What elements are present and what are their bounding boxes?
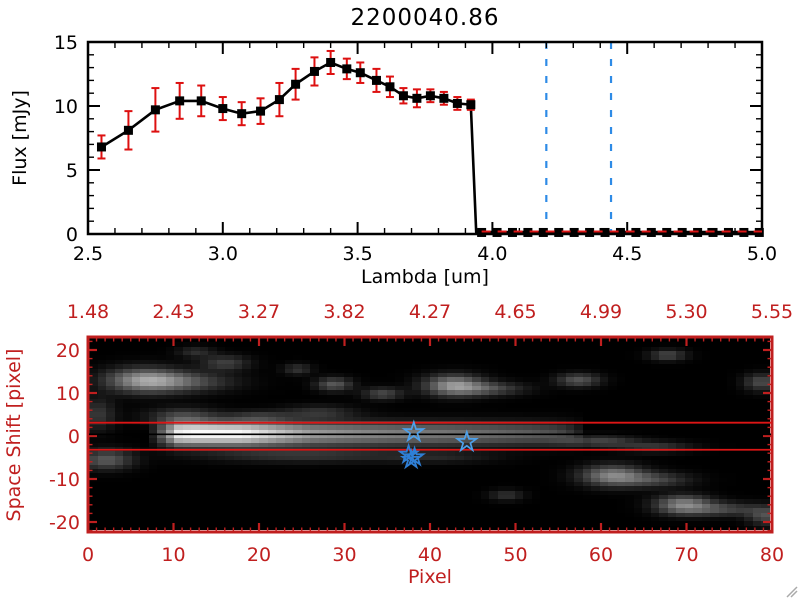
data-point-marker xyxy=(439,93,449,103)
spectrum-y-tick-label: 5 xyxy=(66,160,78,182)
data-point-marker xyxy=(398,91,408,101)
data-point-marker xyxy=(123,125,133,135)
data-point-marker xyxy=(385,82,395,92)
image-x-tick-label: 0 xyxy=(82,544,94,566)
data-point-marker xyxy=(326,57,336,67)
zero-flux-marker xyxy=(631,227,641,237)
image-y-tick-label: -20 xyxy=(49,512,80,534)
image-y-tick-label: 0 xyxy=(68,426,80,448)
image-x-tick-label: 30 xyxy=(332,544,356,566)
image-wavelength-tick-label: 3.82 xyxy=(323,301,365,323)
spectrum-x-tick-label: 4.0 xyxy=(477,243,507,265)
zero-flux-marker xyxy=(492,227,502,237)
image-wavelength-tick-label: 4.27 xyxy=(409,301,451,323)
zero-flux-marker xyxy=(600,227,610,237)
plot-title: 2200040.86 xyxy=(350,5,500,31)
data-point-marker xyxy=(412,93,422,103)
data-point-marker xyxy=(150,105,160,115)
zero-flux-marker xyxy=(646,227,656,237)
star-cluster-marker xyxy=(399,447,423,470)
image-x-tick-label: 10 xyxy=(161,544,185,566)
zero-flux-marker xyxy=(569,227,579,237)
data-point-marker xyxy=(309,66,319,76)
zero-flux-marker xyxy=(662,227,672,237)
data-point-marker xyxy=(466,100,476,110)
spectrum-x-axis-title: Lambda [um] xyxy=(361,266,489,288)
data-point-marker xyxy=(291,79,301,89)
image-wavelength-tick-label: 2.43 xyxy=(152,301,194,323)
spectrum-frame xyxy=(86,40,764,236)
image-wavelength-tick-label: 4.99 xyxy=(580,301,622,323)
resize-grip-icon[interactable] xyxy=(790,590,798,598)
image-x-tick-label: 50 xyxy=(503,544,527,566)
zero-flux-marker xyxy=(507,227,517,237)
data-point-marker xyxy=(452,98,462,108)
zero-flux-marker xyxy=(739,227,749,237)
zero-flux-marker xyxy=(754,227,764,237)
spectrum-x-tick-label: 3.5 xyxy=(342,243,372,265)
data-point-marker xyxy=(355,68,365,78)
image-wavelength-tick-label: 4.65 xyxy=(494,301,536,323)
image-wavelength-tick-label: 5.55 xyxy=(751,301,793,323)
zero-flux-marker xyxy=(677,227,687,237)
zero-flux-marker xyxy=(538,227,548,237)
image-x-axis-title: Pixel xyxy=(408,566,452,588)
image-y-tick-label: -10 xyxy=(49,469,80,491)
data-point-marker xyxy=(371,75,381,85)
data-point-marker xyxy=(218,104,228,114)
zero-flux-marker xyxy=(693,227,703,237)
image-wavelength-tick-label: 3.27 xyxy=(238,301,280,323)
image-x-tick-label: 20 xyxy=(247,544,271,566)
image-x-tick-label: 60 xyxy=(589,544,613,566)
data-point-marker xyxy=(175,96,185,106)
data-point-marker xyxy=(425,91,435,101)
data-point-marker xyxy=(274,95,284,105)
data-point-marker xyxy=(96,142,106,152)
spectrum-y-tick-label: 10 xyxy=(54,96,78,118)
spectrum-x-tick-label: 3.0 xyxy=(208,243,238,265)
zero-flux-marker xyxy=(477,227,487,237)
image-x-tick-label: 80 xyxy=(760,544,784,566)
spectrum-y-tick-label: 15 xyxy=(54,32,78,54)
star-marker xyxy=(454,429,479,453)
zero-flux-marker xyxy=(615,227,625,237)
zero-flux-marker xyxy=(523,227,533,237)
zero-flux-marker xyxy=(554,227,564,237)
data-point-marker xyxy=(342,64,352,74)
image-wavelength-tick-label: 1.48 xyxy=(67,301,109,323)
zero-flux-marker xyxy=(723,227,733,237)
image-wavelength-tick-label: 5.30 xyxy=(665,301,707,323)
image-x-tick-label: 40 xyxy=(418,544,442,566)
spectrum-x-tick-label: 4.5 xyxy=(612,243,642,265)
spectrum-x-tick-label: 5.0 xyxy=(747,243,777,265)
data-point-marker xyxy=(256,106,266,116)
data-point-marker xyxy=(196,96,206,106)
spectrum-y-tick-label: 0 xyxy=(66,224,78,246)
zero-flux-marker xyxy=(585,227,595,237)
image-y-tick-label: 10 xyxy=(56,383,80,405)
resize-grip-icon[interactable] xyxy=(786,586,798,598)
zero-flux-marker xyxy=(708,227,718,237)
data-point-marker xyxy=(237,109,247,119)
spectrum-x-tick-label: 2.5 xyxy=(73,243,103,265)
image-y-tick-label: 20 xyxy=(56,340,80,362)
image-x-tick-label: 70 xyxy=(674,544,698,566)
star-marker xyxy=(401,419,426,443)
